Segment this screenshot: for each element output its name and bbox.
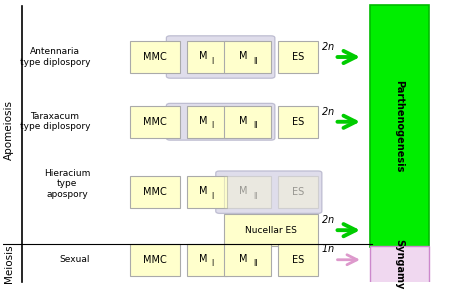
FancyBboxPatch shape xyxy=(187,176,227,208)
Text: Meiosis: Meiosis xyxy=(4,245,14,283)
FancyBboxPatch shape xyxy=(224,176,271,208)
Text: I: I xyxy=(211,192,213,201)
Text: M: M xyxy=(199,116,207,126)
Text: MMC: MMC xyxy=(143,255,167,265)
Text: 2$n$: 2$n$ xyxy=(321,40,335,52)
Text: 1$n$: 1$n$ xyxy=(321,243,335,255)
FancyBboxPatch shape xyxy=(130,176,180,208)
FancyBboxPatch shape xyxy=(224,214,318,246)
Text: I: I xyxy=(211,57,213,66)
Text: Taraxacum
type diplospory: Taraxacum type diplospory xyxy=(20,112,90,131)
Text: Nucellar ES: Nucellar ES xyxy=(245,226,297,235)
FancyBboxPatch shape xyxy=(216,171,322,213)
Text: Antennaria
type diplospory: Antennaria type diplospory xyxy=(20,47,90,67)
FancyBboxPatch shape xyxy=(224,41,271,73)
Text: ES: ES xyxy=(292,255,304,265)
Text: 2$n$: 2$n$ xyxy=(321,104,335,116)
Text: MMC: MMC xyxy=(143,187,167,197)
FancyBboxPatch shape xyxy=(370,246,428,284)
Text: Syngamy: Syngamy xyxy=(394,240,404,290)
FancyBboxPatch shape xyxy=(166,36,275,78)
Text: II: II xyxy=(253,260,257,268)
Text: Apomeiosis: Apomeiosis xyxy=(4,100,14,160)
Text: I: I xyxy=(211,260,213,268)
Text: II: II xyxy=(253,121,257,131)
FancyBboxPatch shape xyxy=(187,41,227,73)
FancyBboxPatch shape xyxy=(187,106,227,138)
Text: Hieracium
type
apospory: Hieracium type apospory xyxy=(44,169,90,199)
FancyBboxPatch shape xyxy=(224,243,271,276)
Text: ES: ES xyxy=(292,187,304,197)
FancyBboxPatch shape xyxy=(130,106,180,138)
FancyBboxPatch shape xyxy=(278,41,318,73)
Text: M: M xyxy=(239,254,247,264)
Text: Parthenogenesis: Parthenogenesis xyxy=(394,80,404,172)
Text: M: M xyxy=(199,51,207,61)
Text: 2$n$: 2$n$ xyxy=(321,213,335,225)
Text: ES: ES xyxy=(292,117,304,127)
FancyBboxPatch shape xyxy=(187,243,227,276)
FancyBboxPatch shape xyxy=(130,41,180,73)
Text: M: M xyxy=(239,51,247,61)
Text: M: M xyxy=(199,254,207,264)
FancyBboxPatch shape xyxy=(224,106,271,138)
Text: M: M xyxy=(199,186,207,196)
Text: M: M xyxy=(239,116,247,126)
Text: MMC: MMC xyxy=(143,117,167,127)
FancyBboxPatch shape xyxy=(166,103,275,140)
Text: I: I xyxy=(211,121,213,131)
FancyBboxPatch shape xyxy=(130,243,180,276)
Text: MMC: MMC xyxy=(143,52,167,62)
FancyBboxPatch shape xyxy=(278,176,318,208)
Text: M: M xyxy=(239,186,247,196)
Text: Sexual: Sexual xyxy=(60,255,90,264)
FancyBboxPatch shape xyxy=(278,243,318,276)
Text: II: II xyxy=(253,192,257,201)
FancyBboxPatch shape xyxy=(278,106,318,138)
FancyBboxPatch shape xyxy=(370,5,428,247)
Text: ES: ES xyxy=(292,52,304,62)
Text: II: II xyxy=(253,57,257,66)
